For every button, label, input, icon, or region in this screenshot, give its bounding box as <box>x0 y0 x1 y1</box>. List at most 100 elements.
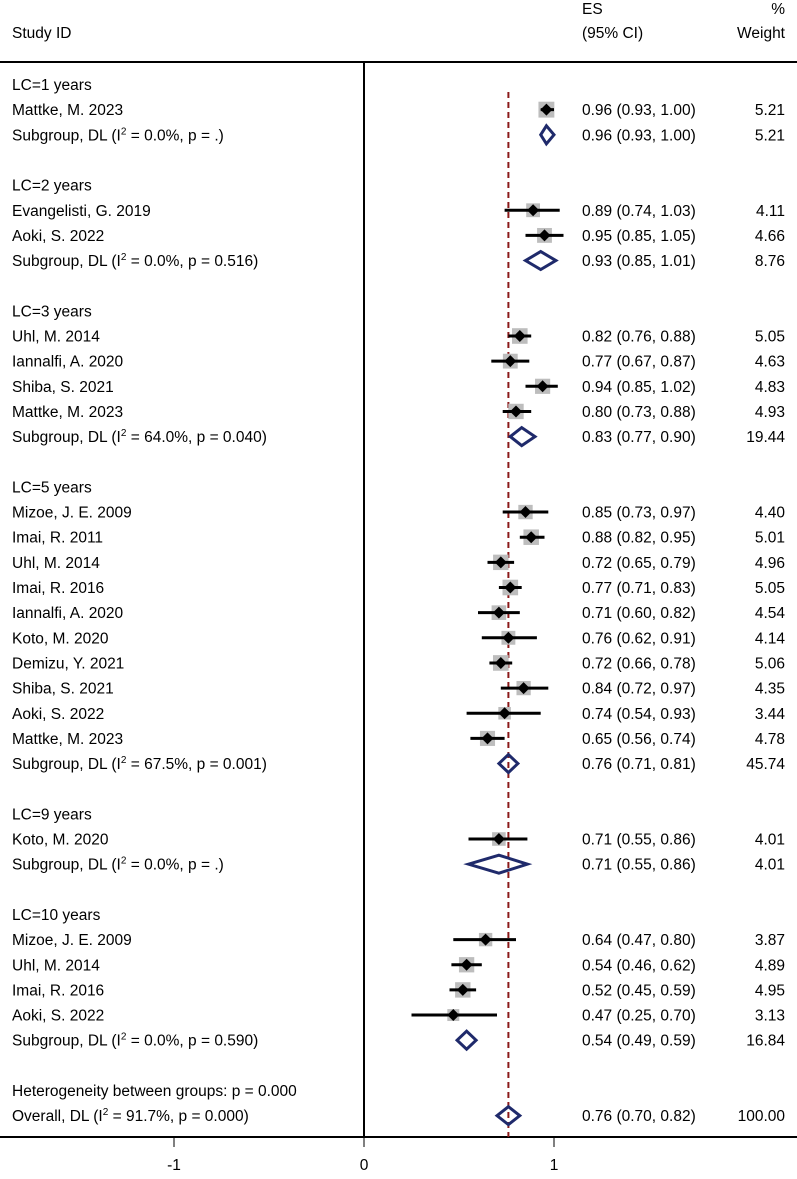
subgroup-weight: 16.84 <box>746 1033 785 1050</box>
study-weight: 4.96 <box>755 555 785 572</box>
study-label: Iannalfi, A. 2020 <box>12 605 124 622</box>
study-weight: 4.78 <box>755 731 785 748</box>
point-estimate <box>525 531 538 544</box>
subgroup-diamond <box>454 1029 479 1052</box>
point-estimate <box>527 204 540 217</box>
study-es-ci: 0.72 (0.65, 0.79) <box>582 555 696 572</box>
point-estimate <box>494 556 507 569</box>
study-label: Shiba, S. 2021 <box>12 681 114 698</box>
group-label: LC=3 years <box>12 303 92 320</box>
subgroup-label: Subgroup, DL (I2 = 0.0%, p = 0.590) <box>12 1032 258 1050</box>
study-label: Mattke, M. 2023 <box>12 731 123 748</box>
overall-es-ci: 0.76 (0.70, 0.82) <box>582 1108 696 1125</box>
study-weight: 4.35 <box>755 681 785 698</box>
study-label: Iannalfi, A. 2020 <box>12 354 124 371</box>
point-estimate <box>460 958 473 971</box>
overall-weight: 100.00 <box>738 1108 786 1125</box>
point-estimate <box>447 1009 460 1022</box>
header-es: ES <box>582 1 603 18</box>
point-estimate <box>510 405 522 418</box>
group-label: LC=9 years <box>12 806 92 823</box>
study-label: Mizoe, J. E. 2009 <box>12 932 132 949</box>
study-es-ci: 0.71 (0.55, 0.86) <box>582 832 696 849</box>
subgroup-label: Subgroup, DL (I2 = 67.5%, p = 0.001) <box>12 755 267 773</box>
point-estimate <box>494 656 507 669</box>
study-label: Mattke, M. 2023 <box>12 404 123 421</box>
point-estimate <box>538 229 551 242</box>
study-label: Imai, R. 2011 <box>12 530 103 547</box>
subgroup-weight: 5.21 <box>755 127 785 144</box>
x-tick-label: 1 <box>550 1157 559 1174</box>
study-weight: 5.06 <box>755 655 785 672</box>
group-label: LC=10 years <box>12 907 101 924</box>
study-label: Uhl, M. 2014 <box>12 957 100 974</box>
study-weight: 3.44 <box>755 706 786 723</box>
group-label: LC=5 years <box>12 479 92 496</box>
study-es-ci: 0.77 (0.67, 0.87) <box>582 354 696 371</box>
study-weight: 5.21 <box>755 102 785 119</box>
point-estimate <box>456 983 469 996</box>
point-estimate <box>502 631 515 644</box>
study-es-ci: 0.52 (0.45, 0.59) <box>582 982 696 999</box>
study-weight: 4.89 <box>755 957 785 974</box>
point-estimate <box>536 380 549 393</box>
subgroup-weight: 19.44 <box>746 429 785 446</box>
study-label: Mizoe, J. E. 2009 <box>12 505 132 522</box>
study-weight: 4.66 <box>755 228 785 245</box>
subgroup-weight: 4.01 <box>755 857 785 874</box>
study-weight: 4.11 <box>756 203 785 220</box>
study-weight: 4.54 <box>755 605 786 622</box>
header-ci: (95% CI) <box>582 25 643 42</box>
study-es-ci: 0.94 (0.85, 1.02) <box>582 379 696 396</box>
study-label: Aoki, S. 2022 <box>12 706 104 723</box>
study-label: Evangelisti, G. 2019 <box>12 203 151 220</box>
heterogeneity-text: Heterogeneity between groups: p = 0.000 <box>12 1083 297 1100</box>
header-study-id: Study ID <box>12 25 71 42</box>
study-weight: 4.93 <box>755 404 785 421</box>
subgroup-diamond <box>522 249 559 272</box>
study-weight: 4.83 <box>755 379 785 396</box>
study-es-ci: 0.95 (0.85, 1.05) <box>582 228 696 245</box>
overall-diamond <box>494 1104 523 1127</box>
study-es-ci: 0.65 (0.56, 0.74) <box>582 731 696 748</box>
study-label: Aoki, S. 2022 <box>12 228 104 245</box>
study-es-ci: 0.74 (0.54, 0.93) <box>582 706 696 723</box>
subgroup-weight: 8.76 <box>755 253 785 270</box>
study-es-ci: 0.84 (0.72, 0.97) <box>582 681 696 698</box>
study-es-ci: 0.47 (0.25, 0.70) <box>582 1008 696 1025</box>
study-weight: 3.87 <box>755 932 785 949</box>
subgroup-es-ci: 0.93 (0.85, 1.01) <box>582 253 696 270</box>
subgroup-diamond <box>507 425 538 448</box>
study-es-ci: 0.54 (0.46, 0.62) <box>582 957 696 974</box>
study-label: Uhl, M. 2014 <box>12 329 100 346</box>
study-es-ci: 0.85 (0.73, 0.97) <box>582 505 696 522</box>
group-label: LC=1 years <box>12 77 92 94</box>
study-es-ci: 0.64 (0.47, 0.80) <box>582 932 696 949</box>
study-es-ci: 0.82 (0.76, 0.88) <box>582 329 696 346</box>
study-weight: 5.05 <box>755 329 785 346</box>
subgroup-es-ci: 0.96 (0.93, 1.00) <box>582 127 696 144</box>
study-weight: 4.40 <box>755 505 786 522</box>
point-estimate <box>504 581 517 594</box>
subgroup-weight: 45.74 <box>746 756 785 773</box>
study-label: Koto, M. 2020 <box>12 630 109 647</box>
subgroup-es-ci: 0.76 (0.71, 0.81) <box>582 756 696 773</box>
study-es-ci: 0.96 (0.93, 1.00) <box>582 102 696 119</box>
group-label: LC=2 years <box>12 178 92 195</box>
study-weight: 4.95 <box>755 982 785 999</box>
subgroup-label: Subgroup, DL (I2 = 0.0%, p = .) <box>12 856 224 874</box>
study-weight: 4.01 <box>755 832 785 849</box>
subgroup-es-ci: 0.54 (0.49, 0.59) <box>582 1033 696 1050</box>
subgroup-diamond <box>538 123 556 147</box>
study-es-ci: 0.72 (0.66, 0.78) <box>582 655 696 672</box>
point-estimate <box>498 707 511 720</box>
study-weight: 4.14 <box>755 630 786 647</box>
study-weight: 5.05 <box>755 580 785 597</box>
point-estimate <box>479 933 492 946</box>
overall-label: Overall, DL (I2 = 91.7%, p = 0.000) <box>12 1107 249 1125</box>
study-label: Demizu, Y. 2021 <box>12 655 124 672</box>
subgroup-diamond <box>463 853 533 875</box>
x-tick-label: -1 <box>167 1157 181 1174</box>
study-label: Mattke, M. 2023 <box>12 102 123 119</box>
